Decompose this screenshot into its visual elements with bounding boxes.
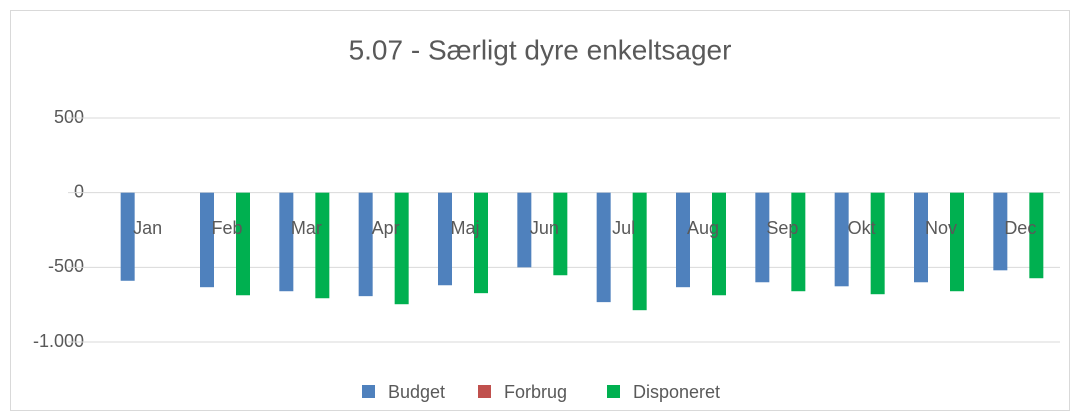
legend-swatch (607, 385, 620, 398)
bar (236, 192, 250, 296)
legend-label: Forbrug (504, 382, 567, 402)
x-tick-label: Nov (925, 218, 957, 238)
x-tick-label: Aug (687, 218, 719, 238)
bar (993, 192, 1008, 271)
bar (1029, 192, 1044, 279)
x-tick-label: Okt (848, 218, 876, 238)
x-tick-label: Jan (133, 218, 162, 238)
y-tick-label: -1.000 (33, 331, 84, 351)
x-tick-label: Maj (450, 218, 479, 238)
x-tick-label: Jul (612, 218, 635, 238)
bar (553, 192, 568, 276)
chart-title: 5.07 - Særligt dyre enkeltsager (349, 34, 732, 65)
bar (358, 192, 373, 297)
legend-swatch (362, 385, 375, 398)
y-tick-label: 500 (54, 107, 84, 127)
bar (394, 192, 409, 305)
bar (596, 192, 611, 303)
x-tick-label: Sep (766, 218, 798, 238)
bar (755, 192, 770, 283)
y-tick-label: -500 (48, 256, 84, 276)
bar (200, 192, 214, 288)
x-tick-label: Dec (1004, 218, 1036, 238)
x-tick-label: Feb (211, 218, 242, 238)
x-tick-label: Mar (291, 218, 322, 238)
bar (791, 192, 806, 292)
bar (870, 192, 885, 295)
legend-swatch (478, 385, 491, 398)
bar (676, 192, 690, 288)
chart-frame (10, 10, 1070, 411)
x-tick-label: Apr (372, 218, 400, 238)
bar (914, 192, 928, 283)
bar (632, 192, 647, 311)
bar (950, 192, 964, 292)
x-tick-label: Jun (530, 218, 559, 238)
bar (517, 192, 532, 268)
bar (834, 192, 849, 287)
y-tick-label: 0 (74, 181, 84, 201)
bar (712, 192, 726, 296)
bar (315, 192, 330, 299)
bar (474, 192, 488, 294)
bar (279, 192, 294, 292)
bar (120, 192, 135, 281)
bar (438, 192, 452, 286)
legend-label: Disponeret (633, 382, 720, 402)
legend-label: Budget (388, 382, 445, 402)
